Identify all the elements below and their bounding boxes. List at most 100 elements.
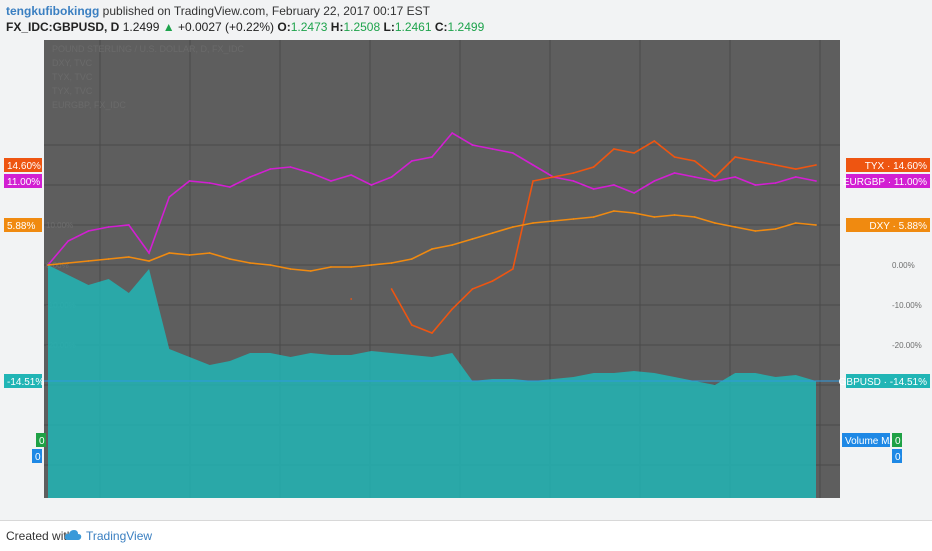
badge-right-eurgbp: EURGBP · 11.00% — [843, 177, 927, 188]
low-label: L: — [383, 20, 395, 34]
point-tyx — [794, 168, 797, 170]
point-dxy — [774, 228, 777, 230]
volume-ma-label: Volume MA — [845, 436, 896, 447]
axis-tick-right: 0.00% — [892, 261, 915, 270]
close-label: C: — [434, 20, 448, 34]
point-tyx — [612, 148, 615, 150]
point-eurgbp — [67, 240, 70, 242]
point-tyx — [451, 308, 454, 310]
badge-right-tyx: TYX · 14.60% — [865, 161, 927, 172]
watermark-text: TYX, TVC — [52, 72, 93, 82]
point-dxy — [754, 230, 757, 232]
point-dxy — [734, 226, 737, 228]
point-eurgbp — [612, 184, 615, 186]
point-eurgbp — [511, 152, 514, 154]
point-eurgbp — [410, 160, 413, 162]
point-dxy — [269, 264, 272, 266]
point-dxy — [67, 262, 70, 264]
point-dxy — [511, 226, 514, 228]
point-eurgbp — [289, 166, 292, 168]
point-dxy — [552, 220, 555, 222]
point-eurgbp — [532, 164, 534, 166]
point-eurgbp — [774, 182, 777, 184]
point-dxy — [532, 222, 534, 224]
point-eurgbp — [390, 176, 393, 178]
point-dxy — [87, 260, 90, 262]
price-change: +0.0027 (+0.22%) — [177, 20, 275, 34]
high-value: 1.2508 — [343, 20, 381, 34]
point-tyx — [714, 176, 716, 178]
point-tyx — [552, 176, 555, 178]
point-tyx — [774, 164, 777, 166]
low-value: 1.2461 — [394, 20, 432, 34]
point-tyx — [673, 156, 676, 158]
watermark-text: POUND STERLING / U.S. DOLLAR, D, FX_IDC — [52, 44, 245, 54]
point-tyx — [491, 280, 494, 282]
volume-value-left-1-bg — [36, 433, 46, 447]
footer-bar: Created with TradingView — [0, 520, 932, 551]
point-tyx — [390, 288, 393, 290]
point-eurgbp — [309, 172, 312, 174]
high-label: H: — [330, 20, 344, 34]
comparison-chart[interactable]: 10.00%10.00%0.00%0.00%-10.00%-10.00%-20.… — [0, 38, 932, 520]
point-dxy — [612, 210, 615, 212]
point-tyx — [431, 332, 433, 334]
point-eurgbp — [330, 180, 332, 182]
point-eurgbp — [188, 180, 191, 182]
volume-value-right-2-bg — [892, 449, 902, 463]
volume-value-right-1: 0 — [895, 436, 901, 447]
point-eurgbp — [693, 176, 696, 178]
symbol-info: FX_IDC:GBPUSD, D 1.2499 ▲ +0.0027 (+0.22… — [6, 20, 484, 34]
badge-right-tyx-bg — [846, 158, 930, 172]
badge-left-gbpusd-bg — [4, 374, 42, 388]
point-eurgbp — [794, 176, 797, 178]
point-dxy — [168, 252, 171, 254]
badge-right-gbpusd-bg — [846, 374, 930, 388]
point-eurgbp — [592, 188, 595, 190]
point-dxy — [107, 258, 110, 260]
point-eurgbp — [491, 148, 494, 150]
axis-tick-right: -20.00% — [892, 341, 922, 350]
point-dxy — [815, 224, 817, 226]
point-tyx — [471, 288, 474, 290]
published-text: published on TradingView.com, February 2… — [102, 4, 430, 18]
watermark-text: TYX, TVC — [52, 86, 93, 96]
volume-value-right-1-bg — [892, 433, 902, 447]
point-eurgbp — [633, 192, 636, 194]
point-tyx — [653, 140, 656, 142]
point-dxy — [370, 264, 373, 266]
point-eurgbp — [451, 132, 454, 134]
point-dxy — [350, 266, 353, 268]
point-eurgbp — [431, 156, 433, 158]
point-dxy — [390, 262, 393, 264]
point-dxy — [148, 260, 150, 262]
series-tyx-line — [390, 140, 817, 334]
author-link[interactable]: tengkufibokingg — [6, 4, 100, 18]
badge-left-tyx-bg — [4, 158, 42, 172]
badge-left-tyx: 14.60% — [7, 161, 41, 172]
point-dxy — [330, 266, 332, 268]
close-value: 1.2499 — [447, 20, 485, 34]
point-dxy — [794, 222, 797, 224]
point-dxy — [451, 244, 454, 246]
point-eurgbp — [572, 180, 575, 182]
point-tyx — [734, 156, 737, 158]
tradingview-brand-link[interactable]: TradingView — [86, 529, 153, 543]
point-dxy — [47, 264, 49, 266]
point-eurgbp — [249, 176, 252, 178]
point-tyx — [410, 324, 413, 326]
point-eurgbp — [148, 252, 150, 254]
point-tyx — [633, 152, 636, 154]
point-tyx — [815, 164, 817, 166]
volume-value-left-2: 0 — [35, 452, 41, 463]
point-eurgbp — [87, 230, 90, 232]
point-tyx — [572, 172, 575, 174]
point-dxy — [309, 270, 312, 272]
point-tyx — [754, 160, 757, 162]
point-dxy — [410, 258, 413, 260]
point-eurgbp — [269, 168, 272, 170]
badge-left-gbpusd: -14.51% — [7, 377, 44, 388]
point-dxy — [693, 216, 696, 218]
badge-right-eurgbp-bg — [846, 174, 930, 188]
badge-left-dxy: 5.88% — [7, 221, 35, 232]
